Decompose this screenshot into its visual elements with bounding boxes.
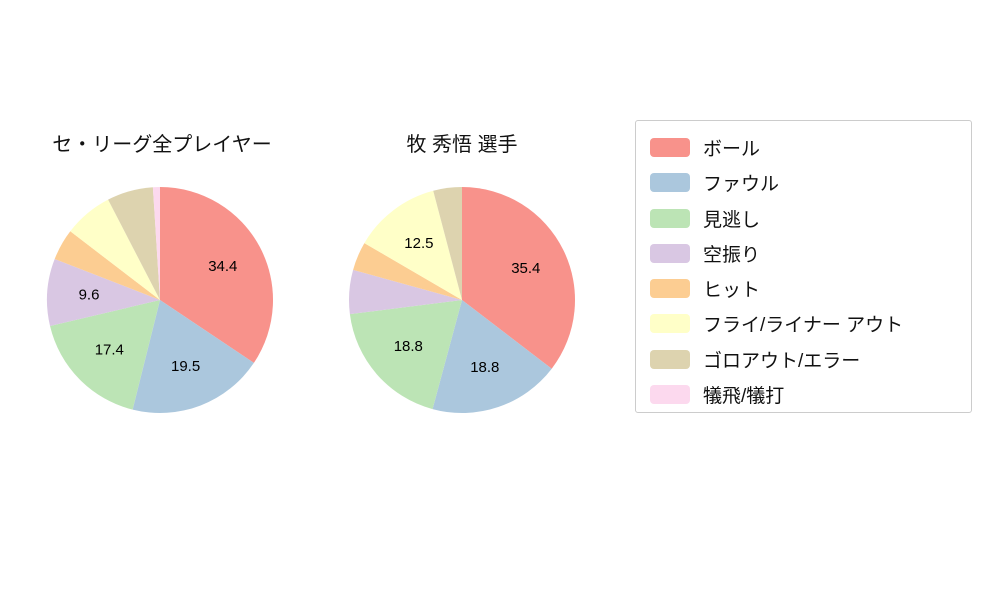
legend-label: ゴロアウト/エラー [703,350,861,372]
legend-swatch [650,173,690,193]
pie-slice [160,187,274,363]
legend-swatch [650,138,690,158]
legend-label: フライ/ライナー アウト [703,315,904,337]
legend: ボールファウル見逃し空振りヒットフライ/ライナー アウト ゴロアウト/エラー 犠飛/… [635,120,972,413]
pie-slice [348,269,462,315]
chart-title-league: セ・リーグ全プレイヤー [52,134,272,156]
legend-item: 空振り [650,236,961,271]
legend-label: ヒット [703,280,761,302]
pie-slice [152,186,160,300]
pie-value-label: 19.5 [171,358,200,375]
pie-slice [432,300,552,414]
legend-label: 犠飛/犠打 [703,385,785,407]
pie-value-label: 34.4 [208,258,237,275]
pie-value-label: 12.5 [404,235,433,252]
legend-item: ヒット [650,271,961,306]
pie-value-label: 18.8 [394,338,423,355]
pie-slice [70,199,160,300]
legend-item: ファウル [650,165,961,200]
pie-slice [433,187,462,300]
legend-swatch [650,243,690,263]
legend-label: ボール [703,139,761,161]
pie-value-label: 9.6 [79,287,100,304]
legend-item: ボール [650,130,961,165]
legend-item: 犠飛/犠打 [650,377,961,412]
legend-swatch [650,349,690,369]
pie-chart-league: 34.4 19.5 17.4 9.6 [47,186,274,413]
legend-swatch [650,314,690,334]
legend-label: ファウル [703,174,780,196]
pie-slice [108,187,160,300]
pie-slice [462,187,576,369]
pie-chart-player: 35.4 18.8 18.8 12.5 [348,187,576,414]
pie-slice [47,259,161,327]
chart-title-player: 牧 秀悟 選手 [406,134,518,156]
pie-value-label: 35.4 [511,260,540,277]
legend-swatch [650,279,690,299]
pie-slice [353,243,462,300]
legend-item: ゴロアウト/エラー [650,342,961,377]
legend-label: 見逃し [703,209,761,231]
legend-label: 空振り [703,244,761,266]
pie-slice [54,231,160,300]
legend-item: フライ/ライナー アウト [650,306,961,341]
pie-slice [50,300,160,410]
pie-slice [132,300,254,413]
legend-swatch [650,384,690,404]
pie-value-label: 17.4 [95,342,124,359]
pie-value-label: 18.8 [470,359,499,376]
legend-swatch [650,208,690,228]
pie-slice [349,300,462,410]
legend-item: 見逃し [650,201,961,236]
pie-slice [364,190,462,300]
